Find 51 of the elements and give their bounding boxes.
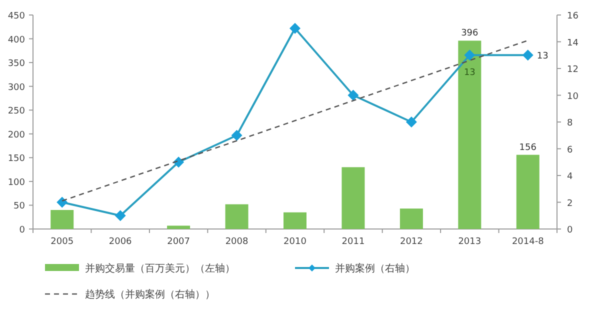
y-tick-label: 300: [8, 82, 26, 93]
point: [464, 50, 476, 61]
legend-label: 并购案例（右轴）: [335, 262, 415, 274]
y2-tick-label: 16: [567, 12, 579, 22]
point: [348, 90, 359, 101]
y-tick-label: 0: [19, 226, 26, 236]
x-tick-label: 2006: [108, 237, 132, 247]
y2-tick-label: 4: [567, 172, 573, 182]
y-tick-label: 150: [8, 154, 26, 164]
y2-tick-label: 12: [567, 65, 578, 75]
bar: [50, 210, 74, 229]
data-label: 156: [519, 142, 537, 153]
x-tick-label: 2013: [458, 237, 482, 247]
x-tick-label: 2005: [50, 237, 74, 247]
x-tick-label: 2007: [167, 237, 190, 247]
bar: [167, 226, 190, 229]
bar: [284, 212, 306, 229]
x-tick-label: 2012: [400, 237, 423, 247]
point: [56, 196, 68, 208]
x-tick-label: 2010: [284, 237, 307, 247]
bar: [458, 40, 482, 229]
bar: [342, 167, 365, 229]
x-tick-label: 2008: [225, 237, 249, 247]
data-label: 396: [461, 28, 479, 39]
y2-tick-label: 2: [567, 198, 573, 209]
point: [114, 210, 126, 222]
y2-tick-label: 6: [567, 145, 573, 156]
legend-label: 并购交易量（百万美元）（左轴）: [85, 262, 235, 274]
y2-tick-label: 10: [567, 92, 579, 102]
y-tick-label: 450: [8, 12, 26, 22]
data-label: 13: [464, 68, 476, 78]
point: [231, 130, 242, 141]
y-tick-label: 400: [8, 35, 26, 46]
y2-tick-label: 14: [567, 38, 579, 48]
data-label: 13: [536, 52, 548, 62]
point: [406, 116, 417, 128]
y-tick-label: 350: [8, 59, 26, 70]
point: [522, 50, 534, 61]
y2-tick-label: 8: [567, 118, 573, 128]
x-tick-label: 2011: [342, 237, 365, 247]
y-tick-label: 50: [14, 202, 26, 212]
y-tick-label: 250: [8, 106, 26, 117]
bar: [400, 208, 423, 229]
point: [290, 22, 300, 34]
legend-label: 趋势线（并购案例（右轴））: [85, 288, 215, 300]
bar: [516, 154, 540, 229]
y-tick-label: 200: [8, 130, 26, 140]
y-tick-label: 100: [8, 178, 26, 188]
y2-tick-label: 0: [567, 226, 573, 236]
x-tick-label: 2014-8: [512, 237, 544, 247]
bar: [225, 204, 248, 229]
